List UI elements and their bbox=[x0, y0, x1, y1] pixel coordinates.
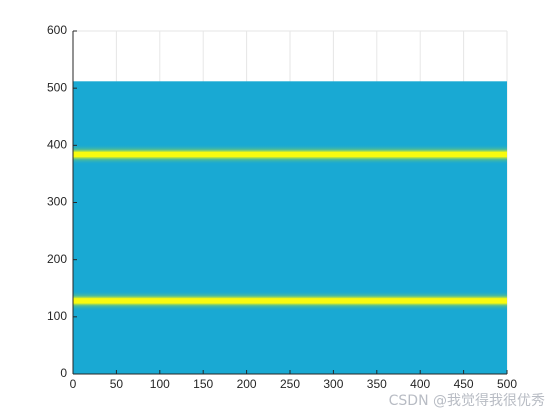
x-tick-label: 100 bbox=[150, 377, 170, 391]
watermark: CSDN @我觉得我很优秀 bbox=[389, 392, 545, 409]
x-tick-label: 150 bbox=[193, 377, 213, 391]
y-tick-label: 300 bbox=[47, 195, 67, 209]
y-tick-label: 400 bbox=[47, 138, 67, 152]
y-tick-label: 600 bbox=[47, 23, 67, 37]
band-core bbox=[73, 151, 507, 157]
y-tick-label: 500 bbox=[47, 80, 67, 94]
x-tick-label: 500 bbox=[497, 377, 517, 391]
x-tick-label: 350 bbox=[367, 377, 387, 391]
x-tick-label: 300 bbox=[323, 377, 343, 391]
x-tick-label: 200 bbox=[237, 377, 257, 391]
y-tick-label: 0 bbox=[60, 366, 67, 380]
y-tick-label: 200 bbox=[47, 252, 67, 266]
x-tick-label: 0 bbox=[70, 377, 77, 391]
y-tick-label: 100 bbox=[47, 309, 67, 323]
x-tick-label: 400 bbox=[410, 377, 430, 391]
band-core bbox=[73, 298, 507, 304]
x-tick-label: 250 bbox=[280, 377, 300, 391]
heatmap-image bbox=[73, 81, 507, 374]
x-tick-label: 50 bbox=[110, 377, 124, 391]
x-tick-label: 450 bbox=[454, 377, 474, 391]
